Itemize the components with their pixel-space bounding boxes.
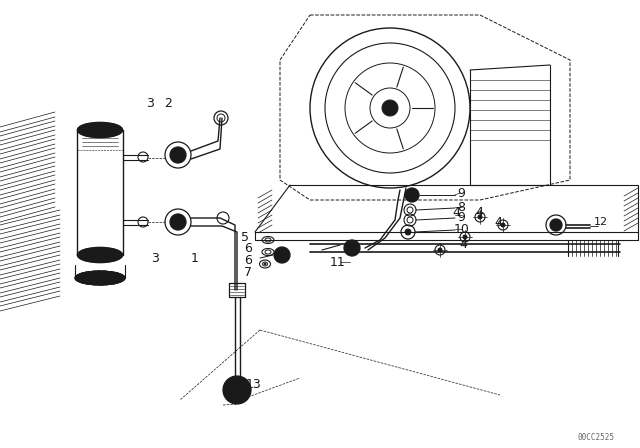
- Circle shape: [274, 247, 290, 263]
- Circle shape: [170, 214, 186, 230]
- Text: 8: 8: [457, 201, 465, 214]
- Text: 2: 2: [164, 96, 172, 109]
- Ellipse shape: [77, 122, 122, 138]
- Text: 6: 6: [244, 241, 252, 254]
- Circle shape: [550, 219, 562, 231]
- Ellipse shape: [264, 263, 266, 265]
- Text: 3: 3: [146, 96, 154, 109]
- Circle shape: [478, 215, 482, 219]
- Circle shape: [382, 100, 398, 116]
- Circle shape: [501, 223, 505, 227]
- Circle shape: [223, 376, 251, 404]
- Text: 4: 4: [459, 237, 467, 250]
- Text: 00CC2525: 00CC2525: [578, 432, 615, 441]
- Text: 13: 13: [246, 379, 262, 392]
- Text: 9: 9: [457, 186, 465, 199]
- Circle shape: [405, 229, 411, 235]
- Circle shape: [170, 147, 186, 163]
- Text: 6: 6: [244, 254, 252, 267]
- Circle shape: [438, 248, 442, 252]
- Circle shape: [344, 240, 360, 256]
- Text: 4: 4: [494, 215, 502, 228]
- Text: 9: 9: [457, 211, 465, 224]
- Text: 11: 11: [330, 255, 346, 268]
- Circle shape: [408, 191, 416, 199]
- Text: 10: 10: [454, 223, 470, 236]
- Text: 5: 5: [241, 231, 249, 244]
- Ellipse shape: [77, 247, 122, 263]
- Text: 12: 12: [594, 217, 608, 227]
- Circle shape: [463, 235, 467, 239]
- Circle shape: [405, 188, 419, 202]
- Text: 7: 7: [244, 266, 252, 279]
- Text: 3: 3: [151, 251, 159, 264]
- Circle shape: [235, 388, 239, 392]
- Ellipse shape: [75, 271, 125, 285]
- Text: 4: 4: [452, 206, 460, 219]
- Text: 1: 1: [191, 251, 199, 264]
- Text: 4: 4: [475, 206, 483, 219]
